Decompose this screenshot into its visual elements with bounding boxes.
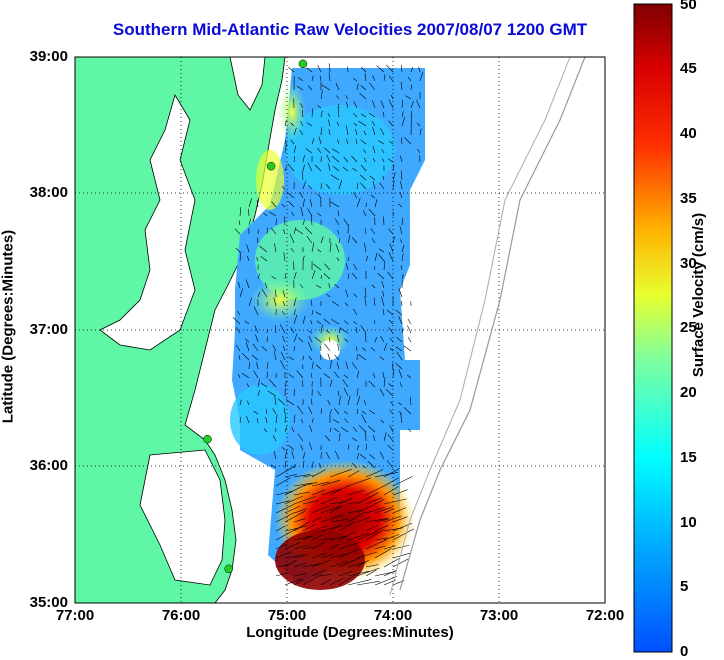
colorbar — [634, 4, 672, 652]
x-axis-label: Longitude (Degrees:Minutes) — [175, 624, 525, 641]
x-tick: 76:00 — [151, 607, 211, 624]
colorbar-tick: 40 — [680, 125, 697, 142]
radar-station-marker — [299, 60, 307, 68]
colorbar-tick: 0 — [680, 643, 688, 660]
x-tick: 75:00 — [257, 607, 317, 624]
colorbar-tick: 50 — [680, 0, 697, 13]
y-tick: 38:00 — [14, 184, 68, 201]
y-axis-label: Latitude (Degrees:Minutes) — [0, 227, 17, 427]
colorbar-tick: 5 — [680, 578, 688, 595]
radar-station-marker — [204, 435, 212, 443]
colorbar-tick: 45 — [680, 60, 697, 77]
x-tick: 72:00 — [575, 607, 635, 624]
colorbar-label: Surface Velocity (cm/s) — [690, 195, 707, 395]
x-tick: 74:00 — [363, 607, 423, 624]
colorbar-tick: 15 — [680, 449, 697, 466]
x-tick: 73:00 — [469, 607, 529, 624]
y-tick: 36:00 — [14, 457, 68, 474]
y-tick: 37:00 — [14, 321, 68, 338]
y-tick: 35:00 — [14, 594, 68, 611]
radar-station-marker — [267, 162, 275, 170]
y-tick: 39:00 — [14, 48, 68, 65]
colorbar-tick: 10 — [680, 514, 697, 531]
radar-station-marker — [225, 565, 233, 573]
